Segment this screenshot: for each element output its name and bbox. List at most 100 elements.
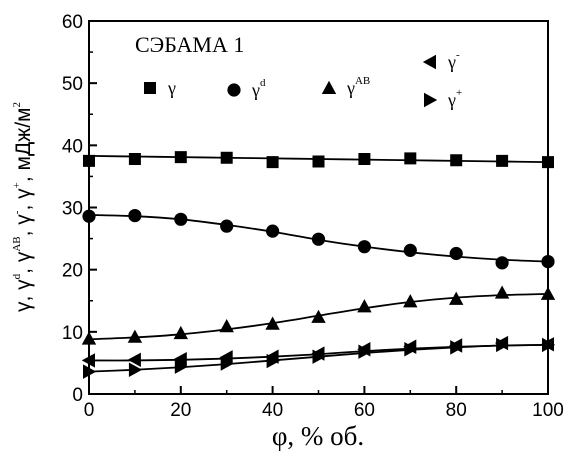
legend-marker-series-4 bbox=[424, 92, 438, 108]
x-tick-label: 100 bbox=[532, 400, 564, 421]
data-point-series-1 bbox=[403, 243, 417, 257]
y-tick-label: 20 bbox=[62, 261, 83, 282]
x-tick-label: 40 bbox=[262, 400, 283, 421]
data-point-series-1 bbox=[357, 240, 371, 254]
data-point-series-3 bbox=[173, 351, 187, 367]
data-point-series-0 bbox=[450, 154, 463, 167]
data-point-series-2 bbox=[540, 286, 556, 300]
data-point-series-1 bbox=[541, 254, 555, 269]
data-point-series-0 bbox=[266, 156, 279, 169]
y-tick-label: 30 bbox=[62, 199, 83, 220]
data-point-series-1 bbox=[311, 232, 326, 246]
data-point-series-4 bbox=[358, 344, 372, 359]
legend-superscript: + bbox=[456, 87, 462, 99]
legend-symbol: γ bbox=[447, 52, 456, 72]
chart-annotation: СЭБАМА 1 bbox=[135, 32, 244, 57]
data-point-series-4 bbox=[450, 340, 464, 355]
ylabel-gamma-d: γ bbox=[12, 279, 35, 290]
data-point-series-2 bbox=[265, 316, 280, 330]
data-point-series-0 bbox=[358, 153, 371, 166]
data-point-series-4 bbox=[404, 342, 418, 357]
ylabel-gamma-minus-sup: - bbox=[11, 210, 23, 214]
data-point-series-4 bbox=[312, 349, 326, 364]
data-point-series-4 bbox=[174, 359, 188, 374]
data-point-series-3 bbox=[81, 353, 95, 368]
ylabel-sep-3: , bbox=[12, 225, 35, 237]
data-point-series-2 bbox=[81, 331, 97, 345]
data-point-series-4 bbox=[220, 356, 234, 371]
legend-label-series-3: γ- bbox=[447, 49, 460, 72]
data-point-series-0 bbox=[496, 154, 509, 167]
legend-marker-series-1 bbox=[227, 83, 241, 97]
legend-marker-series-3 bbox=[422, 54, 436, 70]
data-point-series-2 bbox=[494, 285, 510, 299]
data-point-series-0 bbox=[220, 151, 233, 164]
data-point-series-2 bbox=[357, 299, 372, 313]
ylabel-gamma-d-sup: d bbox=[11, 273, 23, 279]
data-point-series-2 bbox=[127, 329, 143, 343]
x-axis-label: φ, % об. bbox=[272, 421, 364, 451]
plot-frame bbox=[88, 20, 549, 395]
x-tick-label: 80 bbox=[446, 400, 467, 421]
legend-label-series-4: γ+ bbox=[447, 87, 462, 110]
data-point-series-0 bbox=[174, 151, 187, 164]
legend-label-series-2: γAB bbox=[346, 75, 370, 98]
ylabel-gamma-minus: γ bbox=[12, 214, 35, 225]
data-point-series-4 bbox=[266, 353, 280, 369]
data-point-series-0 bbox=[312, 155, 325, 168]
data-point-series-4 bbox=[83, 364, 97, 379]
ylabel-sep-1: , bbox=[12, 290, 35, 302]
y-tick-label: 10 bbox=[62, 323, 83, 344]
data-point-series-3 bbox=[219, 350, 233, 365]
legend-marker-series-0 bbox=[144, 82, 156, 94]
markers-group bbox=[81, 151, 556, 379]
data-point-series-2 bbox=[219, 319, 234, 333]
data-point-series-3 bbox=[127, 352, 141, 368]
data-point-series-0 bbox=[83, 154, 95, 167]
legend-symbol: γ bbox=[346, 78, 355, 98]
legend-symbol: γ bbox=[167, 78, 176, 98]
data-point-series-2 bbox=[173, 325, 188, 340]
data-point-series-4 bbox=[496, 337, 510, 353]
x-tick-label: 60 bbox=[354, 400, 375, 421]
legend-label-series-0: γ bbox=[167, 78, 176, 98]
ylabel-sep-4: , bbox=[12, 199, 35, 211]
x-tick-label: 20 bbox=[170, 400, 191, 421]
data-point-series-2 bbox=[311, 309, 326, 323]
plot-frame-group bbox=[88, 20, 549, 395]
y-tick-label: 40 bbox=[62, 136, 83, 157]
legend-superscript: AB bbox=[355, 75, 370, 87]
ylabel-gamma-plus-sup: + bbox=[11, 182, 23, 188]
data-point-series-1 bbox=[266, 224, 280, 238]
ylabel-gamma: γ bbox=[12, 301, 35, 312]
legend-superscript: - bbox=[456, 49, 460, 61]
ylabel-gamma-plus: γ bbox=[12, 188, 35, 199]
data-point-series-2 bbox=[403, 294, 418, 308]
data-point-series-1 bbox=[174, 212, 188, 226]
ticks-group: 0 20 40 60 80 100 0 10 20 30 40 50 60 bbox=[62, 12, 564, 421]
data-point-series-4 bbox=[542, 337, 556, 353]
ylabel-gamma-ab-sup: AB bbox=[11, 236, 23, 251]
data-point-series-0 bbox=[404, 152, 417, 165]
x-tick-label: 0 bbox=[84, 400, 95, 421]
data-point-series-1 bbox=[220, 219, 234, 233]
data-point-series-2 bbox=[449, 291, 464, 305]
data-point-series-4 bbox=[128, 362, 143, 377]
y-tick-label: 0 bbox=[72, 385, 83, 406]
ylabel-sep-2: , bbox=[12, 262, 35, 274]
fit-lines-group bbox=[88, 155, 549, 373]
legend-symbol: γ bbox=[447, 90, 456, 110]
data-point-series-0 bbox=[128, 153, 141, 166]
data-point-series-0 bbox=[542, 156, 554, 169]
ylabel-gamma-ab: γ bbox=[12, 251, 35, 262]
legend-marker-series-2 bbox=[321, 80, 337, 94]
y-tick-label: 60 bbox=[62, 12, 83, 33]
legend-label-series-1: γd bbox=[251, 77, 266, 100]
data-point-series-1 bbox=[128, 208, 142, 223]
ylabel-unit: , мДж/м bbox=[12, 107, 35, 182]
ylabel-unit-sup: 2 bbox=[11, 102, 23, 108]
data-point-series-1 bbox=[82, 209, 96, 223]
data-point-series-1 bbox=[495, 256, 509, 270]
